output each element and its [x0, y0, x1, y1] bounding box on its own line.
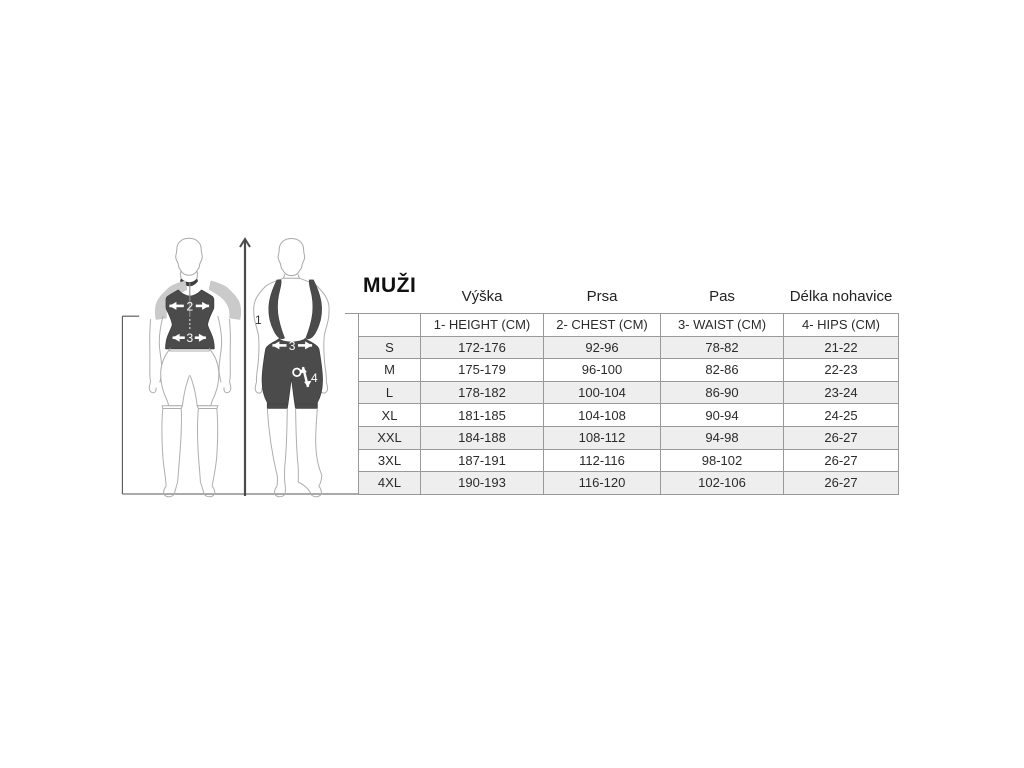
svg-text:3: 3	[289, 339, 296, 353]
svg-text:2: 2	[186, 299, 193, 313]
svg-text:4: 4	[311, 371, 318, 385]
svg-text:3: 3	[186, 331, 193, 345]
